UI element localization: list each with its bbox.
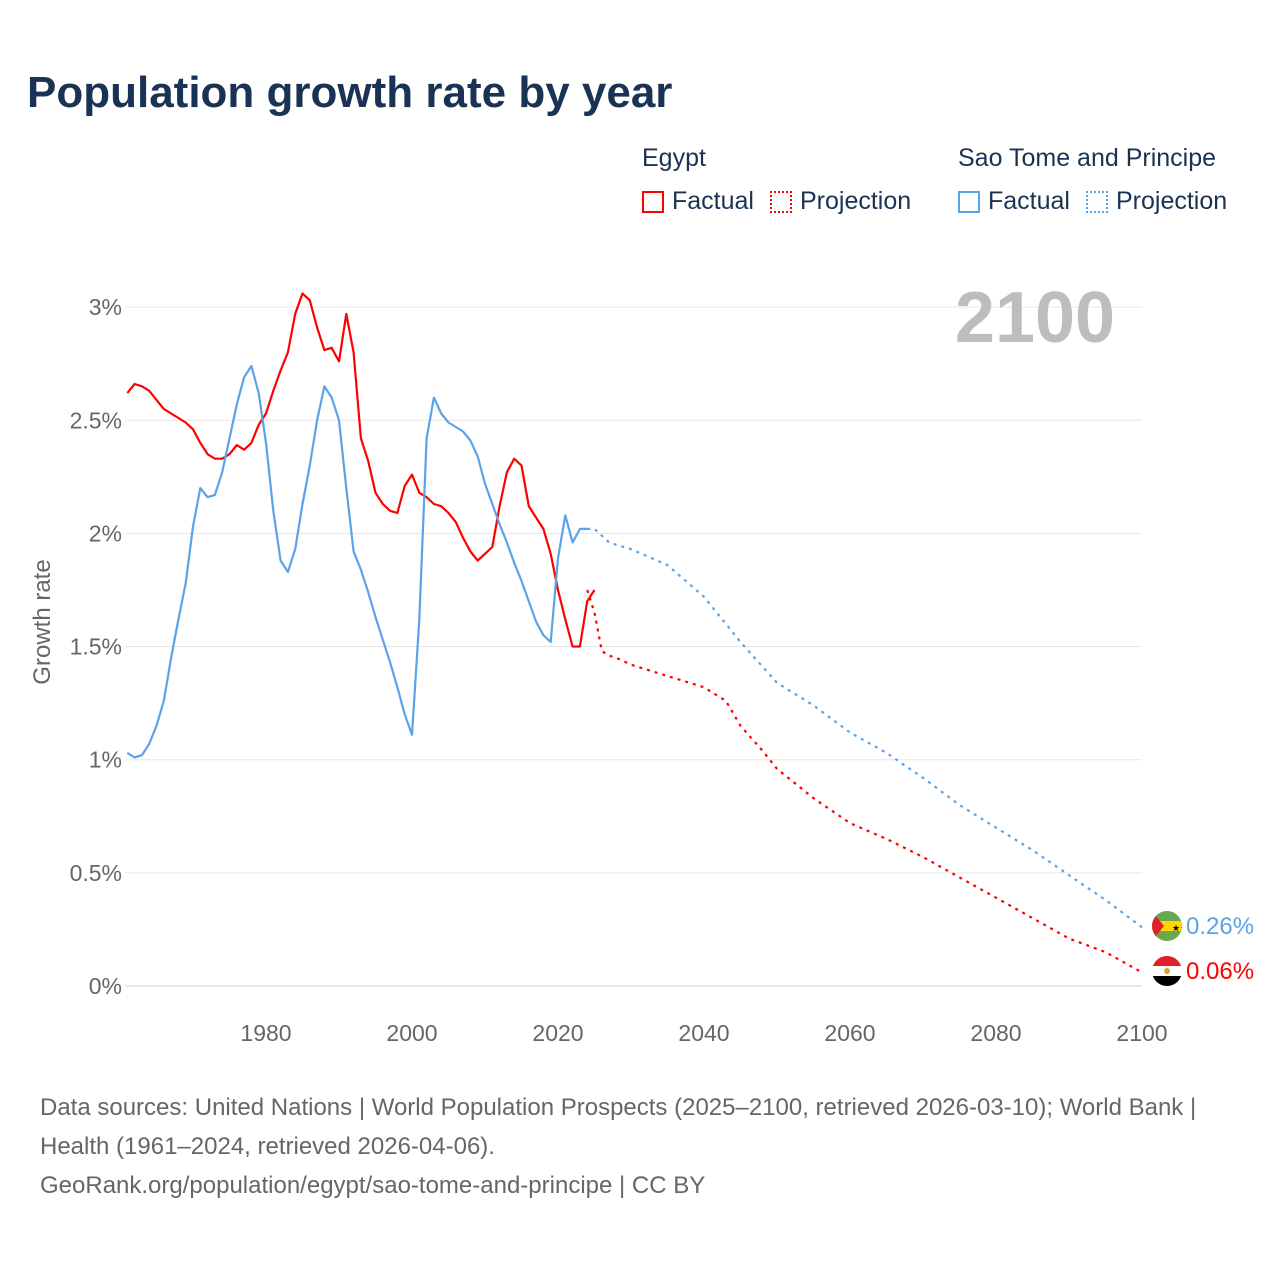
legend-label: Factual — [672, 187, 754, 215]
y-tick-label: 3% — [89, 294, 122, 320]
legend-title: Sao Tome and Principe — [958, 144, 1217, 172]
dotted-swatch-icon — [1085, 190, 1108, 213]
sao-tome-flag-icon: ★★ — [1152, 911, 1188, 941]
footer: Data sources: United Nations | World Pop… — [40, 1088, 1240, 1205]
egypt-projection-line — [586, 589, 1143, 974]
sao-tome-end-label: 0.26% — [1186, 913, 1254, 940]
legend-label: Factual — [988, 187, 1070, 215]
solid-swatch-icon — [958, 190, 980, 213]
line-chart: 0% 0.5% 1% 1.5% 2% 2.5% 3% 1980 2000 2020 2040 2060… — [29, 278, 1254, 1046]
y-tick-label: 1.5% — [70, 634, 122, 660]
egypt-end-label: 0.06% — [1186, 958, 1254, 985]
x-tick-label: 2060 — [824, 1020, 875, 1046]
y-tick-label: 0% — [89, 973, 122, 999]
y-tick-label: 2.5% — [70, 407, 122, 433]
sao-tome-and-principe-projection-line — [587, 527, 1143, 929]
legend-sao-tome-projection[interactable]: Projection — [1085, 187, 1228, 216]
y-tick-label: 0.5% — [70, 860, 122, 886]
legend-title: Egypt — [642, 144, 706, 172]
svg-text:★★: ★★ — [1172, 923, 1188, 933]
x-tick-label: 2080 — [970, 1020, 1021, 1046]
x-tick-label: 2100 — [1116, 1020, 1167, 1046]
legend-group-sao-tome: Sao Tome and Principe Factual Projection — [958, 144, 1243, 216]
x-tick-label: 2020 — [532, 1020, 583, 1046]
egypt-flag-icon — [1152, 956, 1182, 986]
legend-egypt-factual[interactable]: Factual — [642, 187, 754, 216]
x-tick-label: 1980 — [240, 1020, 291, 1046]
dotted-swatch-icon — [769, 190, 792, 213]
year-indicator: 2100 — [955, 278, 1115, 358]
legend-egypt-projection[interactable]: Projection — [769, 187, 912, 216]
chart-title: Population growth rate by year — [27, 68, 673, 117]
legend-label: Projection — [799, 187, 912, 215]
x-tick-label: 2000 — [386, 1020, 437, 1046]
data-sources: Data sources: United Nations | World Pop… — [40, 1094, 1197, 1160]
legend-group-egypt: Egypt Factual Projection — [642, 144, 927, 216]
legend-label: Projection — [1115, 187, 1228, 215]
credit-link[interactable]: GeoRank.org/population/egypt/sao-tome-an… — [40, 1172, 706, 1199]
x-tick-label: 2040 — [678, 1020, 729, 1046]
legend-sao-tome-factual[interactable]: Factual — [958, 187, 1070, 216]
sao-tome-and-principe-factual-line — [126, 364, 588, 759]
y-axis-label: Growth rate — [29, 559, 56, 684]
y-tick-label: 2% — [89, 520, 122, 546]
egypt-factual-line — [126, 292, 596, 648]
solid-swatch-icon — [642, 190, 664, 213]
y-tick-label: 1% — [89, 747, 122, 773]
